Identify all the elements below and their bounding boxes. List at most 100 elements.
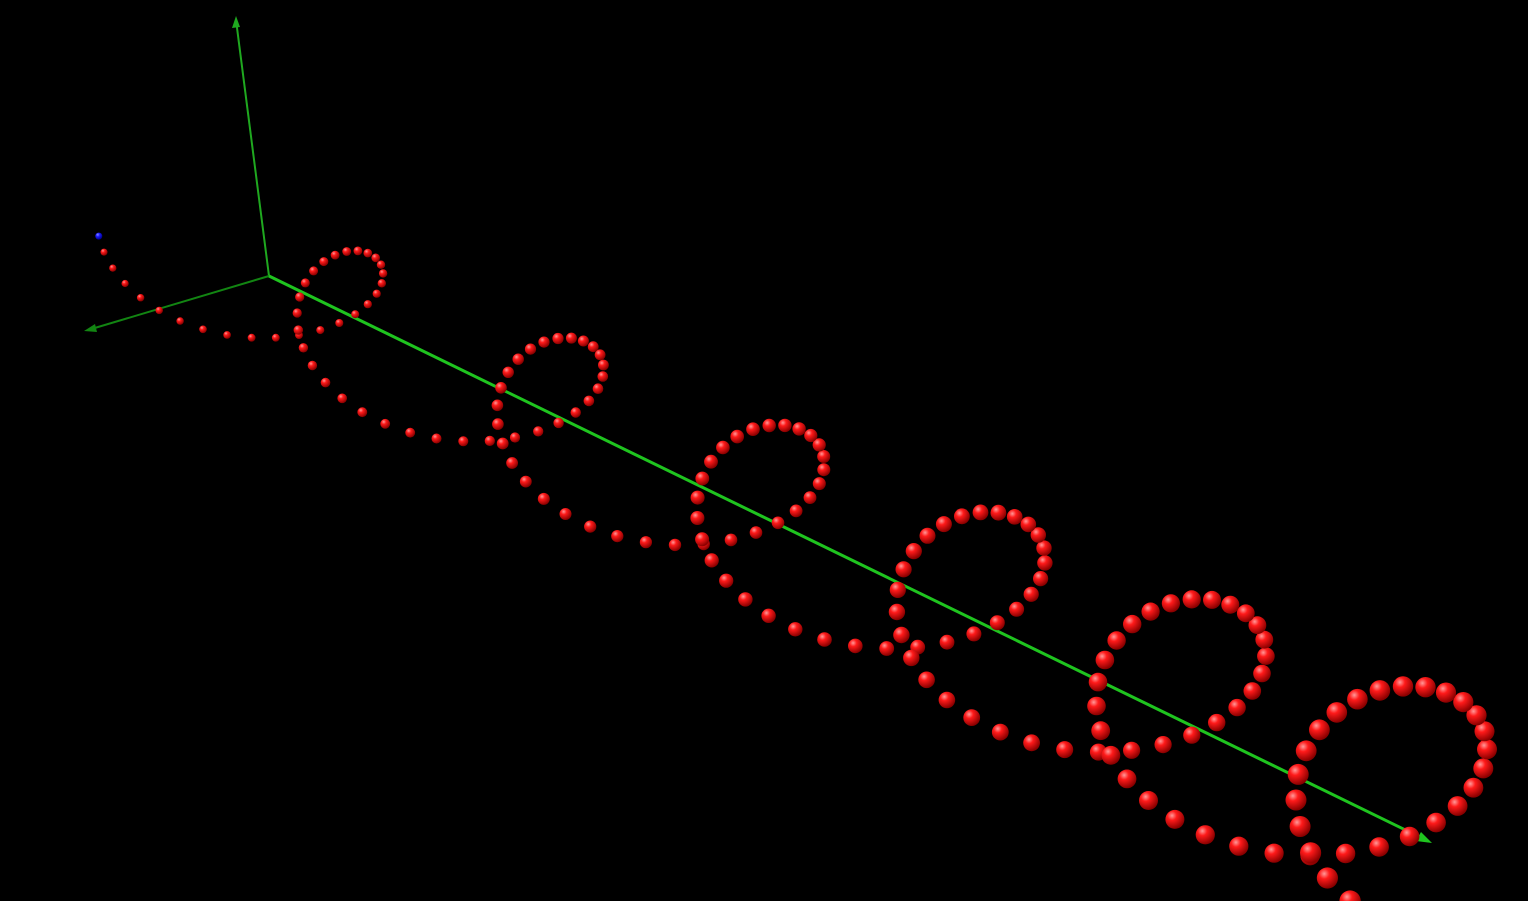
helix-sphere [1466, 705, 1487, 726]
helix-sphere [935, 516, 952, 533]
helix-sphere [176, 317, 184, 325]
helix-sphere [538, 336, 550, 348]
helix-sphere [584, 520, 597, 533]
helix-sphere [1347, 688, 1368, 710]
helix-sphere [1203, 590, 1221, 609]
helix-sphere [954, 508, 970, 525]
helix-sphere [788, 622, 803, 637]
helix-sphere [919, 527, 936, 544]
helix-sphere [353, 246, 363, 256]
helix-sphere [1392, 676, 1414, 697]
helix-sphere [1123, 614, 1142, 634]
helix-sphere [199, 325, 207, 334]
helix-sphere [330, 250, 340, 260]
helix-sphere [502, 366, 514, 378]
helix-sphere [1123, 741, 1141, 759]
helix-sphere [491, 399, 504, 412]
helix-sphere [552, 332, 564, 345]
helix-sphere [639, 536, 653, 549]
helix-sphere [1141, 602, 1160, 621]
helix-sphere [309, 266, 319, 276]
vertical-axis-arrowhead [232, 16, 240, 28]
helix-sphere [295, 292, 305, 302]
helix-sphere [1101, 745, 1121, 765]
helix-sphere [1435, 682, 1457, 703]
helix-sphere [307, 360, 318, 371]
helix-sphere [587, 341, 599, 353]
helix-sphere [378, 269, 388, 278]
helix-sphere [972, 504, 989, 521]
helix-sphere [611, 530, 624, 543]
helix-sphere [1154, 736, 1172, 754]
helix-sphere [1183, 726, 1201, 744]
helix-sphere [889, 581, 906, 599]
helix-sphere [704, 454, 718, 469]
helix-sphere [1056, 741, 1074, 759]
helix-sphere [1161, 594, 1180, 613]
helix-sphere [247, 333, 256, 342]
helix-sphere [1295, 740, 1317, 762]
helix-sphere [484, 435, 495, 446]
helix-sphere [1229, 836, 1249, 856]
helix-sphere [371, 253, 381, 263]
helix-sphere [1020, 516, 1037, 533]
helix-sphere [1023, 586, 1039, 602]
helix-sphere [938, 691, 956, 709]
helix-sphere [155, 306, 163, 315]
helix-sphere [597, 371, 609, 382]
helix-sphere [1087, 696, 1106, 716]
helix-sphere [939, 634, 955, 650]
helix-sphere [1088, 672, 1108, 692]
helix-sphere [100, 248, 108, 256]
helix-sphere [1309, 719, 1330, 741]
helix-sphere [495, 382, 507, 394]
helix-sphere [1139, 791, 1158, 810]
helix-sphere [458, 436, 469, 447]
helix-sphere [376, 260, 386, 269]
helix-sphere [1037, 555, 1053, 571]
helix-sphere [761, 608, 776, 623]
helix-sphere [519, 475, 532, 488]
helix-sphere [553, 417, 564, 429]
helix-sphere [570, 407, 581, 418]
start-sphere [95, 232, 103, 240]
helix-sphere [817, 463, 831, 477]
helix-sphere [533, 426, 544, 437]
helix-sphere [583, 395, 595, 407]
helix-sphere [690, 511, 705, 525]
helix-sphere [730, 429, 744, 444]
helix-sphere [524, 343, 537, 355]
helix-sphere [559, 508, 572, 520]
helix-sphere [1248, 616, 1267, 635]
helix-sphere [991, 723, 1009, 741]
helix-sphere [771, 516, 785, 530]
helix-sphere [492, 418, 504, 430]
helix-sphere [817, 632, 832, 647]
helix-sphere [377, 279, 386, 288]
helix-sphere [506, 457, 518, 469]
helix-sphere [372, 289, 381, 298]
helix-sphere [1287, 763, 1309, 785]
helix-sphere [1477, 739, 1497, 760]
helix-sphere [1300, 842, 1322, 864]
helix-sphere [512, 353, 524, 365]
helix-sphere [804, 428, 818, 443]
helix-sphere [888, 603, 906, 621]
helix-sphere [363, 300, 372, 309]
helix-sphere [293, 325, 303, 335]
helix-sphere [738, 592, 753, 607]
helix-sphere [337, 393, 348, 404]
helix-sphere [895, 561, 912, 578]
helix-sphere [496, 437, 509, 450]
helix-sphere [1195, 825, 1215, 845]
helix-sphere [319, 257, 329, 267]
helix-sphere [963, 709, 981, 726]
helix-sphere [594, 349, 606, 361]
helix-sphere [1107, 631, 1126, 650]
vertical-axis-line [235, 19, 270, 277]
helix-sphere [1033, 571, 1049, 587]
helix-sphere [812, 438, 826, 452]
helix-sphere [778, 418, 792, 433]
helix-sphere [1474, 721, 1495, 742]
